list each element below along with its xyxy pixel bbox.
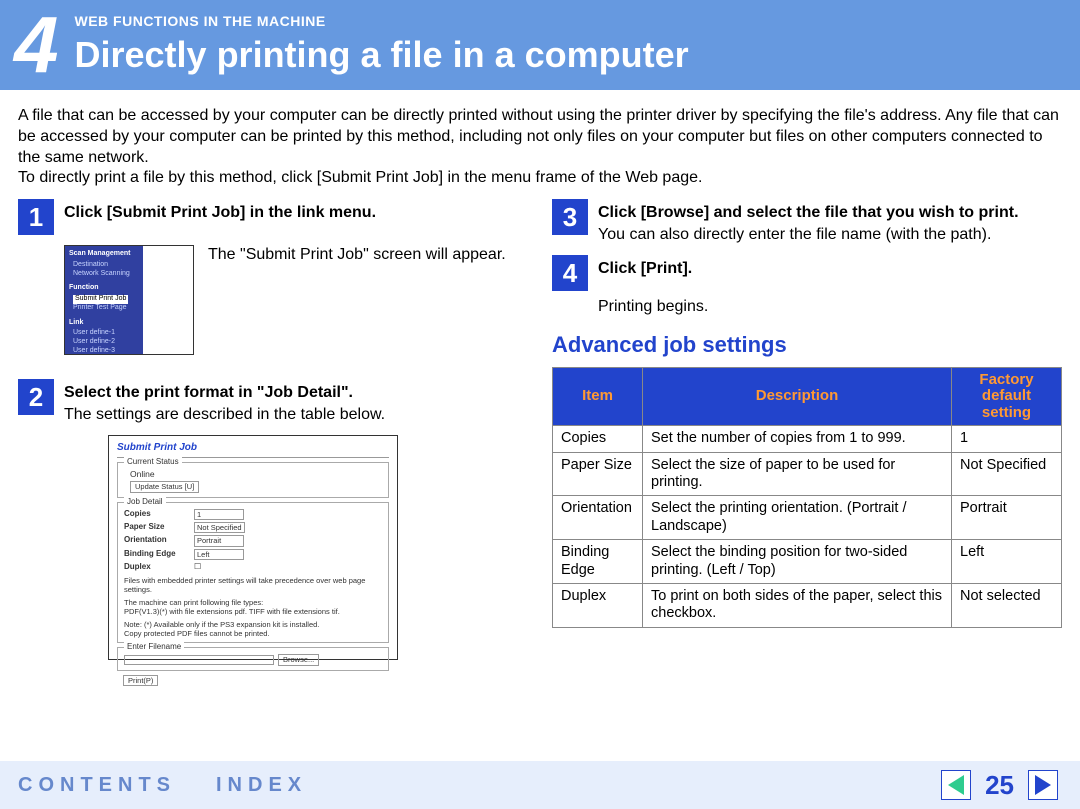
col-desc: Description: [643, 367, 952, 426]
settings-table: Item Description Factory default setting…: [552, 367, 1062, 628]
page-footer: CONTENTS INDEX 25: [0, 761, 1080, 809]
step-2-sub: The settings are described in the table …: [64, 405, 528, 425]
step-4-body: Printing begins.: [598, 297, 1062, 317]
chapter-number: 4: [14, 5, 59, 85]
table-row: Orientation Select the printing orientat…: [553, 496, 1062, 540]
header-text: WEB FUNCTIONS IN THE MACHINE Directly pr…: [75, 13, 689, 78]
step-1-title: Click [Submit Print Job] in the link men…: [64, 203, 528, 223]
next-page-button[interactable]: [1028, 770, 1058, 800]
step-3-sub: You can also directly enter the file nam…: [598, 225, 1062, 245]
col-item: Item: [553, 367, 643, 426]
triangle-right-icon: [1035, 775, 1051, 795]
page-header: 4 WEB FUNCTIONS IN THE MACHINE Directly …: [0, 0, 1080, 90]
step-4-title: Click [Print].: [598, 259, 1062, 279]
step-3-title: Click [Browse] and select the file that …: [598, 203, 1062, 223]
step-badge-2: 2: [18, 379, 54, 415]
page-number: 25: [985, 769, 1014, 802]
step-1-note: The "Submit Print Job" screen will appea…: [208, 245, 528, 355]
triangle-left-icon: [948, 775, 964, 795]
job-detail-screenshot: Submit Print Job Current Status Online U…: [108, 435, 398, 660]
prev-page-button[interactable]: [941, 770, 971, 800]
step-2: 2 Select the print format in "Job Detail…: [18, 379, 528, 425]
menu-screenshot: Scan Management Destination Network Scan…: [64, 245, 194, 355]
intro-paragraph: A file that can be accessed by your comp…: [0, 90, 1080, 199]
header-subtitle: WEB FUNCTIONS IN THE MACHINE: [75, 13, 689, 31]
right-column: 3 Click [Browse] and select the file tha…: [552, 199, 1062, 660]
advanced-title: Advanced job settings: [552, 331, 1062, 359]
col-default: Factory default setting: [952, 367, 1062, 426]
table-row: Duplex To print on both sides of the pap…: [553, 583, 1062, 627]
step-2-title: Select the print format in "Job Detail".: [64, 383, 528, 403]
step-3: 3 Click [Browse] and select the file tha…: [552, 199, 1062, 245]
step-badge-3: 3: [552, 199, 588, 235]
step-1: 1 Click [Submit Print Job] in the link m…: [18, 199, 528, 235]
index-link[interactable]: INDEX: [216, 773, 307, 798]
table-row: Copies Set the number of copies from 1 t…: [553, 426, 1062, 452]
step-4: 4 Click [Print]. Printing begins.: [552, 255, 1062, 317]
table-row: Paper Size Select the size of paper to b…: [553, 452, 1062, 496]
content-columns: 1 Click [Submit Print Job] in the link m…: [0, 199, 1080, 660]
contents-link[interactable]: CONTENTS: [18, 773, 176, 798]
header-title: Directly printing a file in a computer: [75, 32, 689, 77]
table-row: Binding Edge Select the binding position…: [553, 540, 1062, 584]
step-1-content: Scan Management Destination Network Scan…: [18, 245, 528, 355]
step-badge-4: 4: [552, 255, 588, 291]
step-badge-1: 1: [18, 199, 54, 235]
left-column: 1 Click [Submit Print Job] in the link m…: [18, 199, 528, 660]
